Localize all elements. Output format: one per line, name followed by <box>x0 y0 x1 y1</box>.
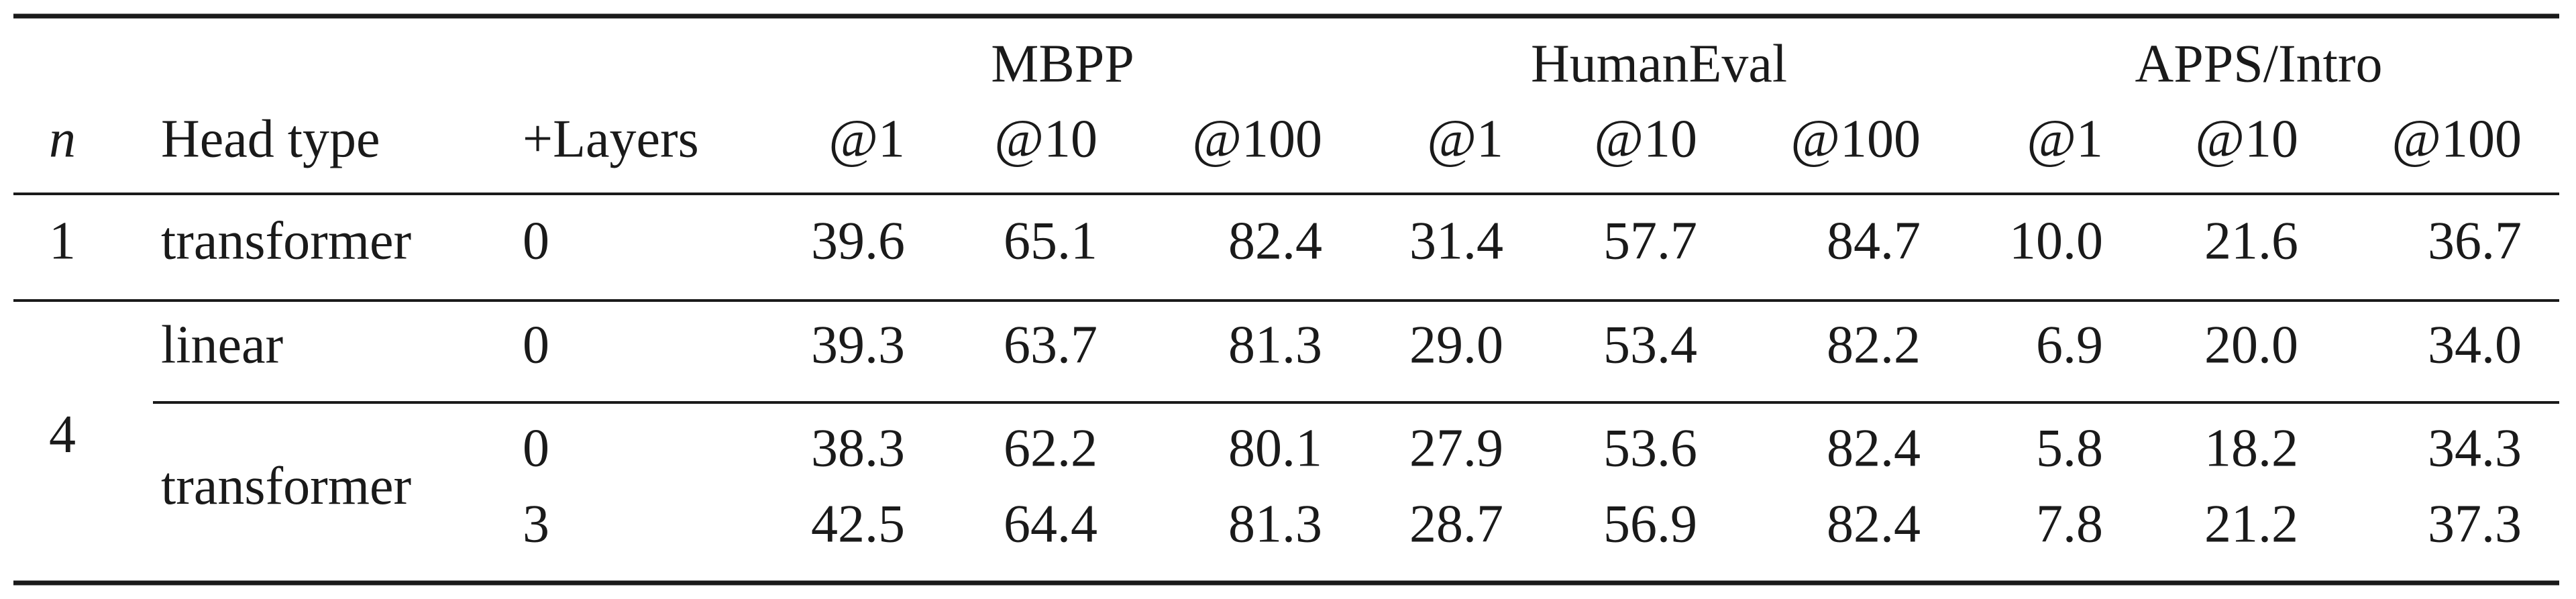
score: 28.7 <box>1409 494 1503 553</box>
score: 36.7 <box>2428 211 2522 270</box>
score: 10.0 <box>2009 211 2103 270</box>
score: 81.3 <box>1228 494 1322 553</box>
score: 82.4 <box>1228 211 1322 270</box>
layers: 3 <box>523 494 549 553</box>
score: 21.2 <box>2204 494 2298 553</box>
score: 20.0 <box>2204 315 2298 374</box>
layers: 0 <box>523 419 549 478</box>
group-header: APPS/Intro <box>2135 34 2383 93</box>
column-header: @1 <box>828 109 905 168</box>
column-header: @100 <box>2392 109 2522 168</box>
score: 18.2 <box>2204 419 2298 478</box>
score: 37.3 <box>2428 494 2522 553</box>
head-type: transformer <box>161 457 411 516</box>
score: 65.1 <box>1004 211 1097 270</box>
score: 7.8 <box>2036 494 2103 553</box>
score: 81.3 <box>1228 315 1322 374</box>
score: 80.1 <box>1228 419 1322 478</box>
score: 84.7 <box>1827 211 1921 270</box>
score: 34.0 <box>2428 315 2522 374</box>
score: 34.3 <box>2428 419 2522 478</box>
column-header: @100 <box>1192 109 1322 168</box>
score: 6.9 <box>2036 315 2103 374</box>
score: 27.9 <box>1409 419 1503 478</box>
column-header: @10 <box>994 109 1097 168</box>
score: 82.2 <box>1827 315 1921 374</box>
score: 42.5 <box>811 494 905 553</box>
head-type: transformer <box>161 211 411 270</box>
score: 82.4 <box>1827 419 1921 478</box>
head-type: linear <box>161 315 283 374</box>
column-header: +Layers <box>523 109 699 168</box>
column-header: @10 <box>2195 109 2298 168</box>
score: 82.4 <box>1827 494 1921 553</box>
score: 38.3 <box>811 419 905 478</box>
score: 53.6 <box>1603 419 1697 478</box>
section-n: 1 <box>49 211 76 270</box>
column-header: @1 <box>1427 109 1503 168</box>
layers: 0 <box>523 315 549 374</box>
score: 53.4 <box>1603 315 1697 374</box>
score: 39.3 <box>811 315 905 374</box>
score: 5.8 <box>2036 419 2103 478</box>
layers: 0 <box>523 211 549 270</box>
group-header: HumanEval <box>1531 34 1787 93</box>
score: 31.4 <box>1409 211 1503 270</box>
score: 29.0 <box>1409 315 1503 374</box>
score: 39.6 <box>811 211 905 270</box>
column-header: @1 <box>2027 109 2103 168</box>
column-header: @100 <box>1790 109 1921 168</box>
column-header: n <box>49 109 76 168</box>
score: 56.9 <box>1603 494 1697 553</box>
score: 63.7 <box>1004 315 1097 374</box>
score: 57.7 <box>1603 211 1697 270</box>
group-header: MBPP <box>991 34 1134 93</box>
score: 64.4 <box>1004 494 1097 553</box>
section-n: 4 <box>49 405 76 464</box>
score: 62.2 <box>1004 419 1097 478</box>
score: 21.6 <box>2204 211 2298 270</box>
column-header: @10 <box>1594 109 1697 168</box>
column-header: Head type <box>161 109 380 168</box>
